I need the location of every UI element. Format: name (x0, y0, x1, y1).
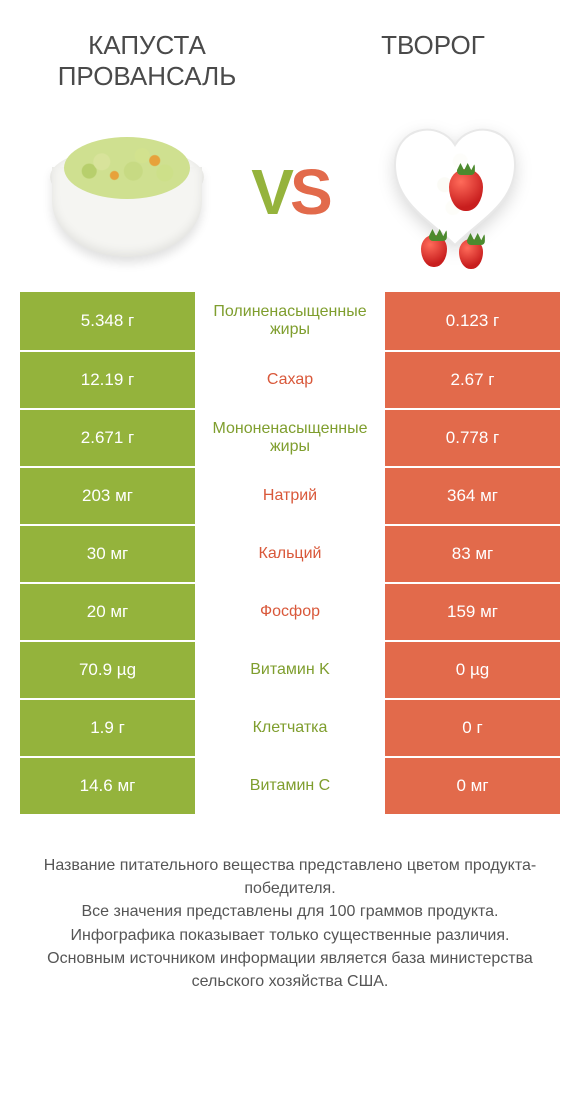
value-left: 20 мг (20, 584, 195, 640)
value-left: 70.9 µg (20, 642, 195, 698)
value-right: 2.67 г (385, 352, 560, 408)
value-right: 0.778 г (385, 410, 560, 466)
table-row: 20 мгФосфор159 мг (20, 582, 560, 640)
strawberry-icon (459, 239, 483, 269)
value-right: 364 мг (385, 468, 560, 524)
vs-label: VS (251, 155, 328, 229)
nutrient-label: Витамин K (195, 642, 385, 698)
strawberry-icon (421, 235, 447, 267)
nutrient-label: Полиненасыщенные жиры (195, 292, 385, 350)
nutrient-label: Фосфор (195, 584, 385, 640)
footer-line: Инфографика показывает только существенн… (30, 924, 550, 947)
value-left: 203 мг (20, 468, 195, 524)
table-row: 30 мгКальций83 мг (20, 524, 560, 582)
nutrient-label: Натрий (195, 468, 385, 524)
value-right: 159 мг (385, 584, 560, 640)
table-row: 12.19 гСахар2.67 г (20, 350, 560, 408)
value-right: 0 мг (385, 758, 560, 814)
footer-note: Название питательного вещества представл… (0, 814, 580, 993)
value-left: 14.6 мг (20, 758, 195, 814)
table-row: 5.348 гПолиненасыщенные жиры0.123 г (20, 292, 560, 350)
value-right: 83 мг (385, 526, 560, 582)
value-left: 2.671 г (20, 410, 195, 466)
value-right: 0.123 г (385, 292, 560, 350)
footer-line: Все значения представлены для 100 граммо… (30, 900, 550, 923)
vs-letter-s: S (290, 156, 329, 228)
footer-line: Название питательного вещества представл… (30, 854, 550, 900)
nutrient-label: Мононенасыщенные жиры (195, 410, 385, 466)
comparison-table: 5.348 гПолиненасыщенные жиры0.123 г12.19… (20, 292, 560, 814)
nutrient-label: Витамин C (195, 758, 385, 814)
coleslaw-bowl-icon (42, 117, 212, 267)
cottage-cheese-heart-icon (363, 107, 543, 277)
product-left-title: КАПУСТА ПРОВАНСАЛЬ (30, 30, 264, 92)
table-row: 14.6 мгВитамин C0 мг (20, 756, 560, 814)
product-right-image (363, 112, 543, 272)
nutrient-label: Клетчатка (195, 700, 385, 756)
footer-line: Основным источником информации является … (30, 947, 550, 993)
vs-letter-v: V (251, 156, 290, 228)
value-left: 5.348 г (20, 292, 195, 350)
nutrient-label: Сахар (195, 352, 385, 408)
value-right: 0 г (385, 700, 560, 756)
header: КАПУСТА ПРОВАНСАЛЬ ТВОРОГ (0, 0, 580, 102)
table-row: 2.671 гМононенасыщенные жиры0.778 г (20, 408, 560, 466)
nutrient-label: Кальций (195, 526, 385, 582)
hero-row: VS (0, 102, 580, 292)
value-left: 12.19 г (20, 352, 195, 408)
table-row: 1.9 гКлетчатка0 г (20, 698, 560, 756)
table-row: 203 мгНатрий364 мг (20, 466, 560, 524)
product-left-image (37, 112, 217, 272)
table-row: 70.9 µgВитамин K0 µg (20, 640, 560, 698)
value-right: 0 µg (385, 642, 560, 698)
product-right-title: ТВОРОГ (316, 30, 550, 92)
value-left: 1.9 г (20, 700, 195, 756)
value-left: 30 мг (20, 526, 195, 582)
